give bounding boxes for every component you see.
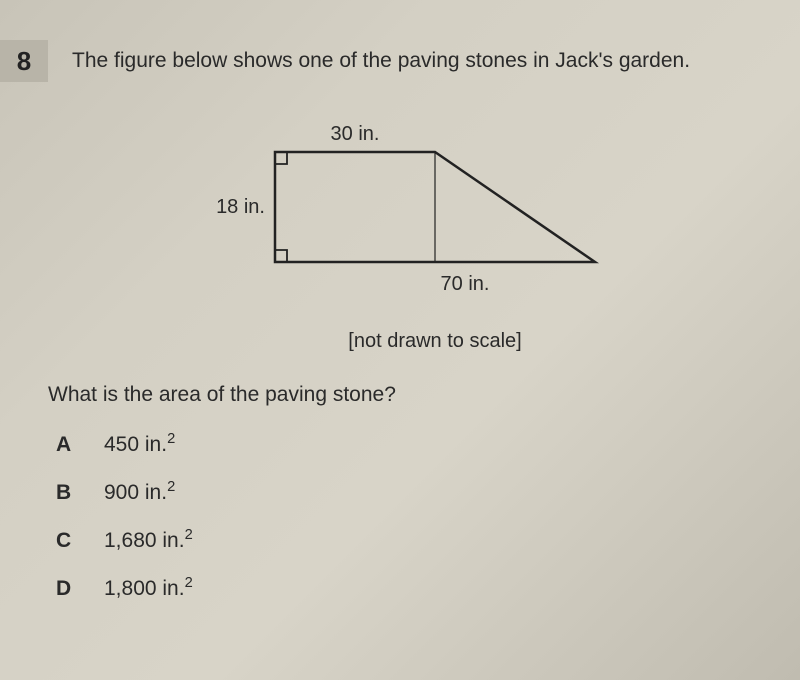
answer-choices: A 450 in.2 B 900 in.2 C 1,680 in.2 D 1,800 in.2 xyxy=(56,431,750,601)
trapezoid-figure: 30 in. 18 in. 70 in. xyxy=(95,112,655,322)
figure-container: 30 in. 18 in. 70 in. [not drawn to scale] xyxy=(0,112,750,353)
choice-c[interactable]: C 1,680 in.2 xyxy=(56,527,750,553)
choice-letter: B xyxy=(56,481,76,505)
choice-value: 1,800 in.2 xyxy=(104,575,193,601)
svg-text:30 in.: 30 in. xyxy=(331,123,380,145)
choice-a[interactable]: A 450 in.2 xyxy=(56,431,750,457)
choice-letter: C xyxy=(56,529,76,553)
choice-b[interactable]: B 900 in.2 xyxy=(56,479,750,505)
choice-letter: A xyxy=(56,433,76,457)
choice-value: 450 in.2 xyxy=(104,431,175,457)
question-text: The figure below shows one of the paving… xyxy=(72,40,690,75)
svg-text:18 in.: 18 in. xyxy=(216,196,265,218)
figure-caption: [not drawn to scale] xyxy=(0,330,750,353)
choice-value: 900 in.2 xyxy=(104,479,175,505)
sub-question: What is the area of the paving stone? xyxy=(48,383,750,407)
choice-d[interactable]: D 1,800 in.2 xyxy=(56,575,750,601)
question-number: 8 xyxy=(0,40,48,82)
choice-value: 1,680 in.2 xyxy=(104,527,193,553)
choice-letter: D xyxy=(56,577,76,601)
svg-text:70 in.: 70 in. xyxy=(441,273,490,295)
